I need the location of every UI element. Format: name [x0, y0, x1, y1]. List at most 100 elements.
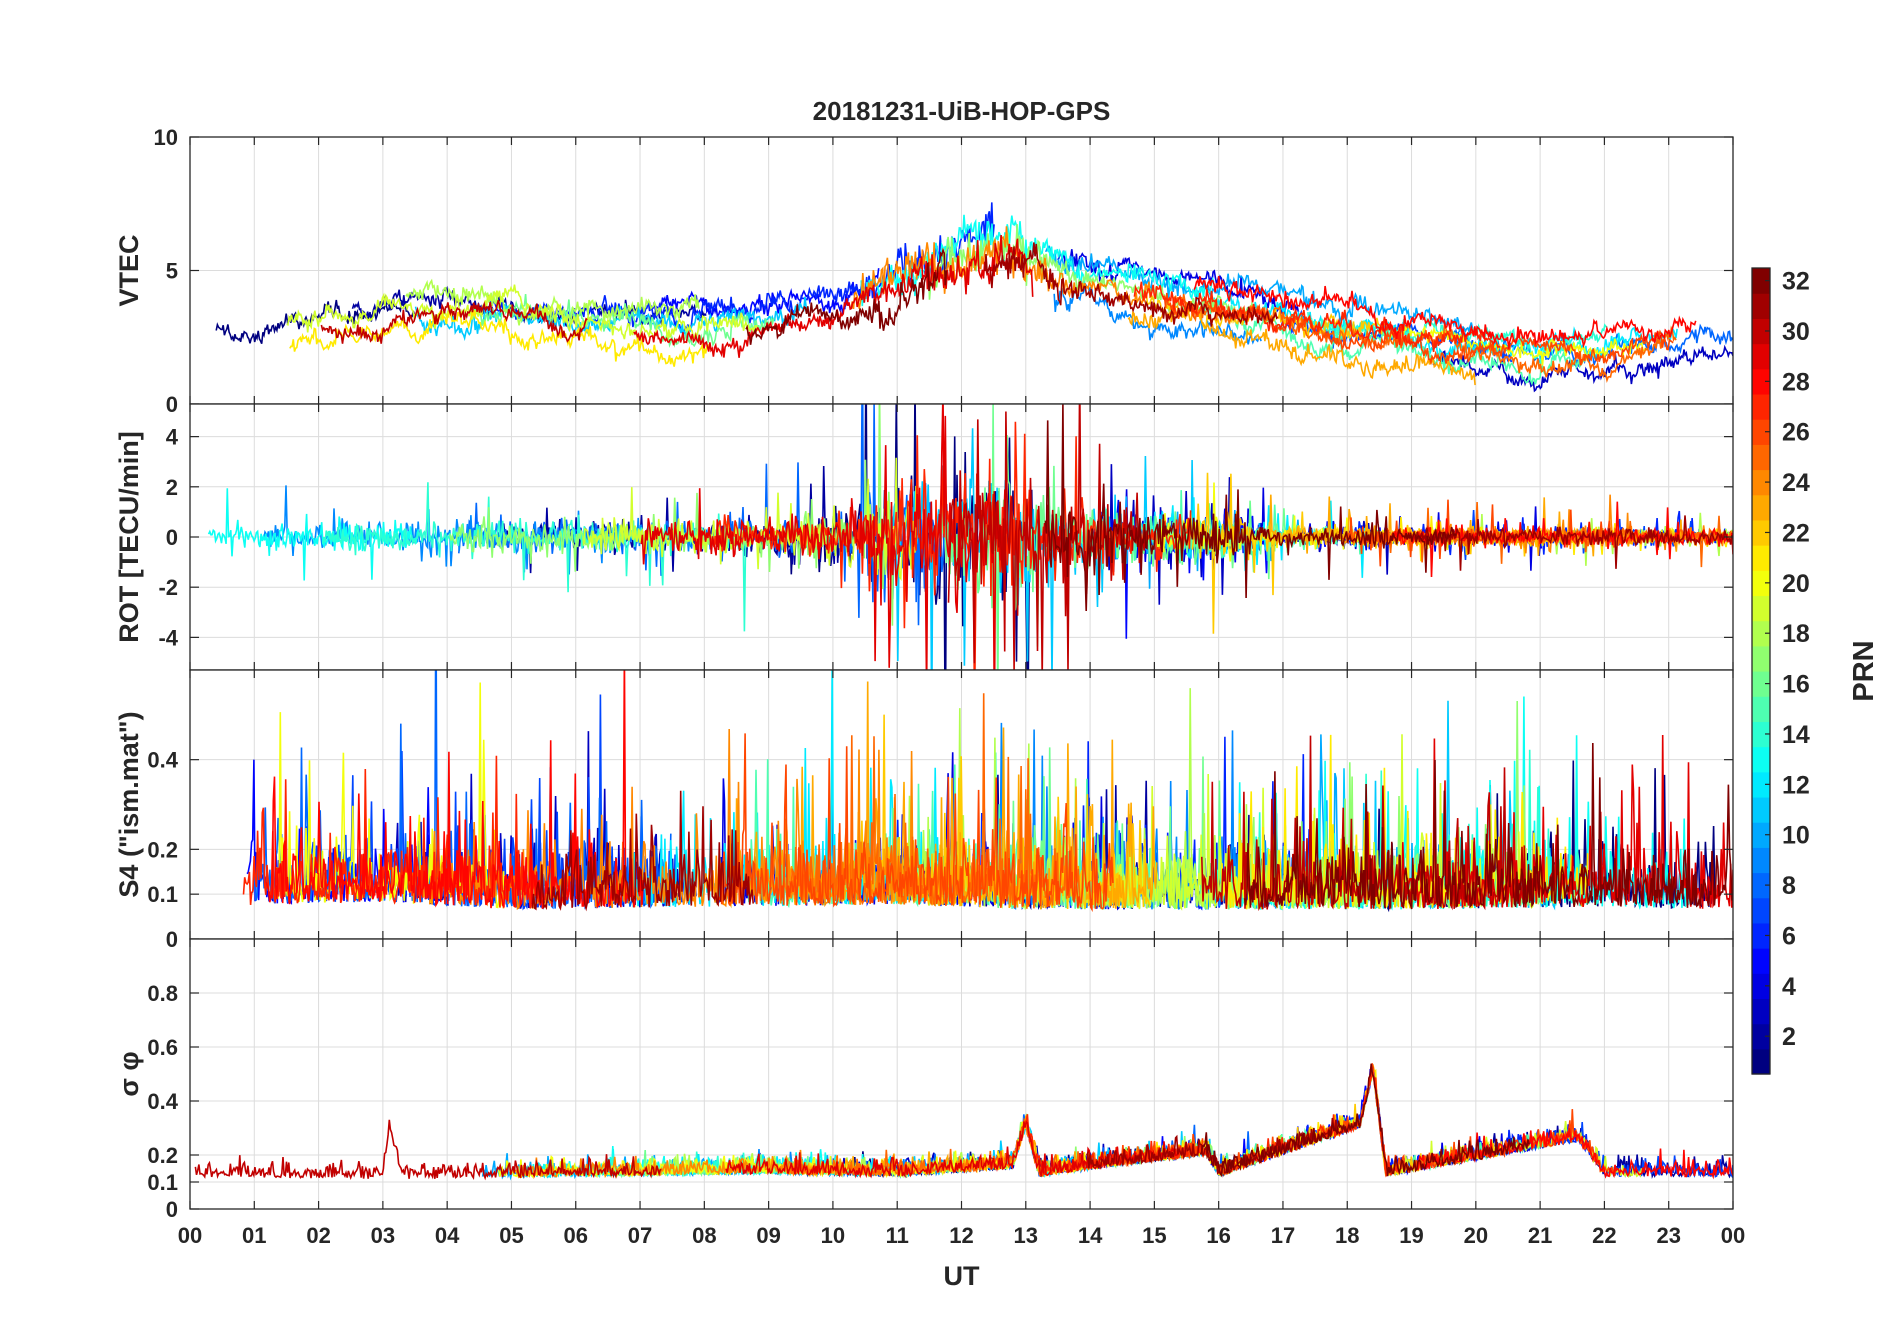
colorbar-segment [1752, 771, 1770, 798]
y-tick-label: 10 [154, 125, 178, 150]
series-prn-18 [405, 278, 700, 326]
panel-vtec: 0 5 10 VTEC [114, 125, 1734, 417]
series-prn-31 [1414, 515, 1733, 571]
colorbar-segment [1752, 973, 1770, 1000]
series-prn-30 [194, 1119, 662, 1181]
x-tick-label: 11 [886, 1223, 909, 1248]
x-tick-label: 01 [242, 1223, 266, 1248]
x-axis: 00 01 02 03 04 05 06 07 08 09 10 11 12 13 14 15 16 17 18 19… [178, 1223, 1745, 1248]
colorbar-segment [1752, 1023, 1770, 1050]
y-tick-label: 5 [166, 259, 178, 284]
colorbar-segment [1752, 343, 1770, 370]
colorbar-tick-label: 16 [1782, 671, 1810, 699]
colorbar-segment [1752, 519, 1770, 546]
y-tick-label: 0.4 [147, 1089, 178, 1114]
panel-s4-series [242, 670, 1733, 913]
x-tick-label: 07 [628, 1223, 652, 1248]
series-prn-29 [640, 404, 1009, 670]
colorbar-tick-label: 30 [1782, 318, 1810, 346]
colorbar-segment [1752, 318, 1770, 345]
y-tick-label: 0.2 [147, 1143, 178, 1168]
series-prn-3 [1432, 344, 1733, 393]
colorbar-tick-label: 26 [1782, 419, 1810, 447]
x-tick-label: 04 [435, 1223, 460, 1248]
x-tick-label: 21 [1528, 1223, 1552, 1248]
series-prn-31 [531, 790, 754, 912]
colorbar-segment [1752, 922, 1770, 949]
colorbar-segment [1752, 393, 1770, 420]
colorbar-tick-label: 2 [1782, 1023, 1796, 1051]
y-tick-label: 0 [166, 525, 178, 550]
colorbar-segment [1752, 822, 1770, 848]
colorbar-tick-label: 32 [1782, 268, 1810, 296]
colorbar-segment [1752, 847, 1770, 874]
series-prn-32 [1044, 404, 1457, 612]
y-tick-label: 0.2 [147, 837, 178, 862]
colorbar-label: PRN [1848, 640, 1880, 701]
x-tick-label: 22 [1592, 1223, 1616, 1248]
series-prn-32 [1243, 742, 1733, 910]
colorbar-tick-label: 18 [1782, 620, 1810, 648]
colorbar-segment [1752, 696, 1770, 722]
colorbar-segment [1752, 796, 1770, 823]
series-prn-26 [718, 733, 1114, 913]
y-axis-label-vtec: VTEC [114, 234, 144, 306]
panel-rot: -4 -2 0 2 4 ROT [TECU/min] [114, 403, 1734, 671]
panel-sigma-series [194, 1063, 1733, 1181]
y-tick-label: 0 [166, 1197, 178, 1222]
panel-s4: 0 0.1 0.2 0.4S4 ("ism.mat") [114, 669, 1734, 952]
colorbar-segment [1752, 595, 1770, 622]
series-prn-32 [1199, 1063, 1530, 1178]
x-tick-label: 16 [1206, 1223, 1230, 1248]
series-prn-27 [1133, 281, 1501, 352]
series-prn-28 [1193, 276, 1697, 349]
series-prn-30 [320, 300, 588, 344]
y-tick-label: 0.1 [147, 882, 178, 907]
y-tick-label: 0.6 [147, 1035, 178, 1060]
colorbar-segment [1752, 1048, 1770, 1075]
y-axis-label-s4: S4 ("ism.mat") [114, 711, 144, 897]
y-tick-label: 0.8 [147, 981, 178, 1006]
colorbar-tick-label: 10 [1782, 822, 1810, 850]
y-tick-label: -2 [158, 575, 178, 600]
colorbar-segment [1752, 444, 1770, 471]
colorbar-segment [1752, 368, 1770, 395]
y-tick-label: 4 [166, 425, 179, 450]
x-tick-label: 20 [1464, 1223, 1488, 1248]
colorbar-segment [1752, 746, 1770, 773]
x-tick-label: 08 [692, 1223, 716, 1248]
x-tick-label: 02 [306, 1223, 330, 1248]
chart-title: 20181231-UiB-HOP-GPS [813, 96, 1111, 126]
y-axis-label-sigma: σ φ [114, 1051, 144, 1096]
series-prn-32 [745, 247, 948, 345]
series-prn-29 [725, 1120, 1179, 1179]
colorbar-tick-label: 28 [1782, 368, 1810, 396]
colorbar-segment [1752, 293, 1770, 319]
y-tick-label: 0.1 [147, 1170, 178, 1195]
y-tick-label: 0.4 [147, 748, 178, 773]
x-tick-label: 17 [1271, 1223, 1295, 1248]
series-prn-19 [286, 284, 759, 341]
x-tick-label: 00 [1721, 1223, 1745, 1248]
colorbar-segment [1752, 494, 1770, 521]
colorbar-segment [1752, 872, 1770, 899]
colorbar-segment [1752, 469, 1770, 496]
x-tick-label: 13 [1014, 1223, 1038, 1248]
colorbar-frame [1751, 267, 1771, 1075]
colorbar-segment [1752, 620, 1770, 647]
colorbar-segment [1752, 671, 1770, 697]
colorbar-tick-label: 24 [1782, 469, 1810, 497]
panel-vtec-series [215, 202, 1733, 393]
x-tick-label: 10 [821, 1223, 845, 1248]
colorbar-tick-label: 22 [1782, 519, 1810, 547]
x-tick-label: 15 [1142, 1223, 1166, 1248]
colorbar-segment [1752, 645, 1770, 672]
y-tick-label: 0 [166, 392, 178, 417]
series-prn-31 [984, 242, 1279, 327]
colorbar-segment [1752, 998, 1770, 1025]
x-tick-label: 19 [1399, 1223, 1423, 1248]
x-tick-label: 14 [1078, 1223, 1103, 1248]
